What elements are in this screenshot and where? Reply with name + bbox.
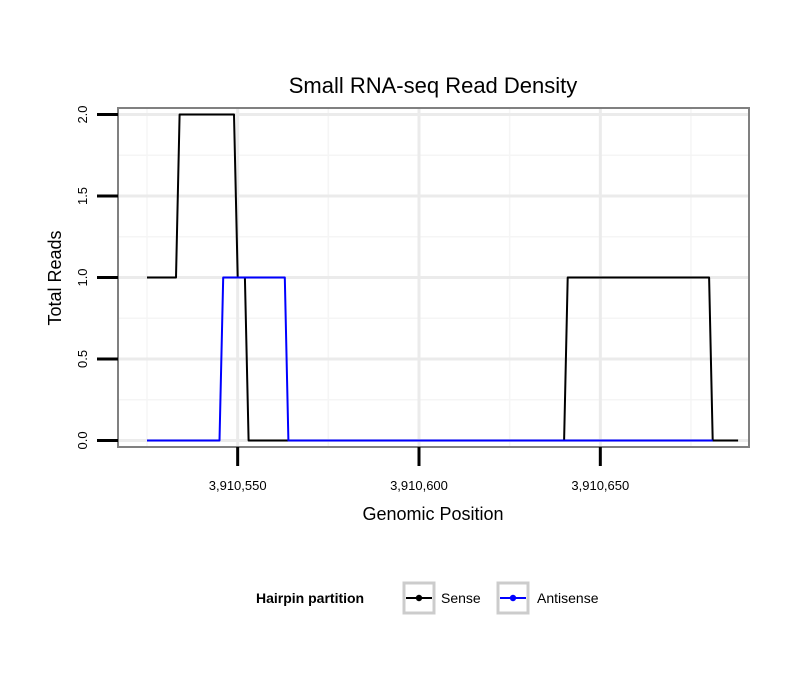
x-tick-label: 3,910,650 xyxy=(571,478,629,493)
x-axis: 3,910,550 3,910,600 3,910,650 xyxy=(209,447,629,493)
legend-key-point-sense xyxy=(415,594,423,602)
series-lines xyxy=(147,113,739,442)
y-tick-label: 1.5 xyxy=(75,187,90,205)
x-tick-label: 3,910,550 xyxy=(209,478,267,493)
legend-label-sense: Sense xyxy=(441,590,481,606)
legend: Hairpin partition Sense Antisense xyxy=(256,581,599,615)
legend-item-sense[interactable]: Sense xyxy=(402,581,481,615)
y-tick-label: 2.0 xyxy=(75,105,90,123)
y-tick-label: 1.0 xyxy=(75,268,90,286)
y-axis-title: Total Reads xyxy=(45,230,65,325)
chart-title: Small RNA-seq Read Density xyxy=(289,73,578,98)
series-line-sense xyxy=(147,113,739,442)
x-tick-label: 3,910,600 xyxy=(390,478,448,493)
series-line-antisense xyxy=(147,276,713,442)
legend-item-antisense[interactable]: Antisense xyxy=(496,581,599,615)
x-axis-title: Genomic Position xyxy=(362,504,503,524)
legend-key-point-antisense xyxy=(509,594,517,602)
y-axis: 0.0 0.5 1.0 1.5 2.0 xyxy=(75,105,118,450)
legend-label-antisense: Antisense xyxy=(537,590,599,606)
y-tick-label: 0.0 xyxy=(75,431,90,449)
y-tick-label: 0.5 xyxy=(75,350,90,368)
legend-title: Hairpin partition xyxy=(256,590,364,606)
